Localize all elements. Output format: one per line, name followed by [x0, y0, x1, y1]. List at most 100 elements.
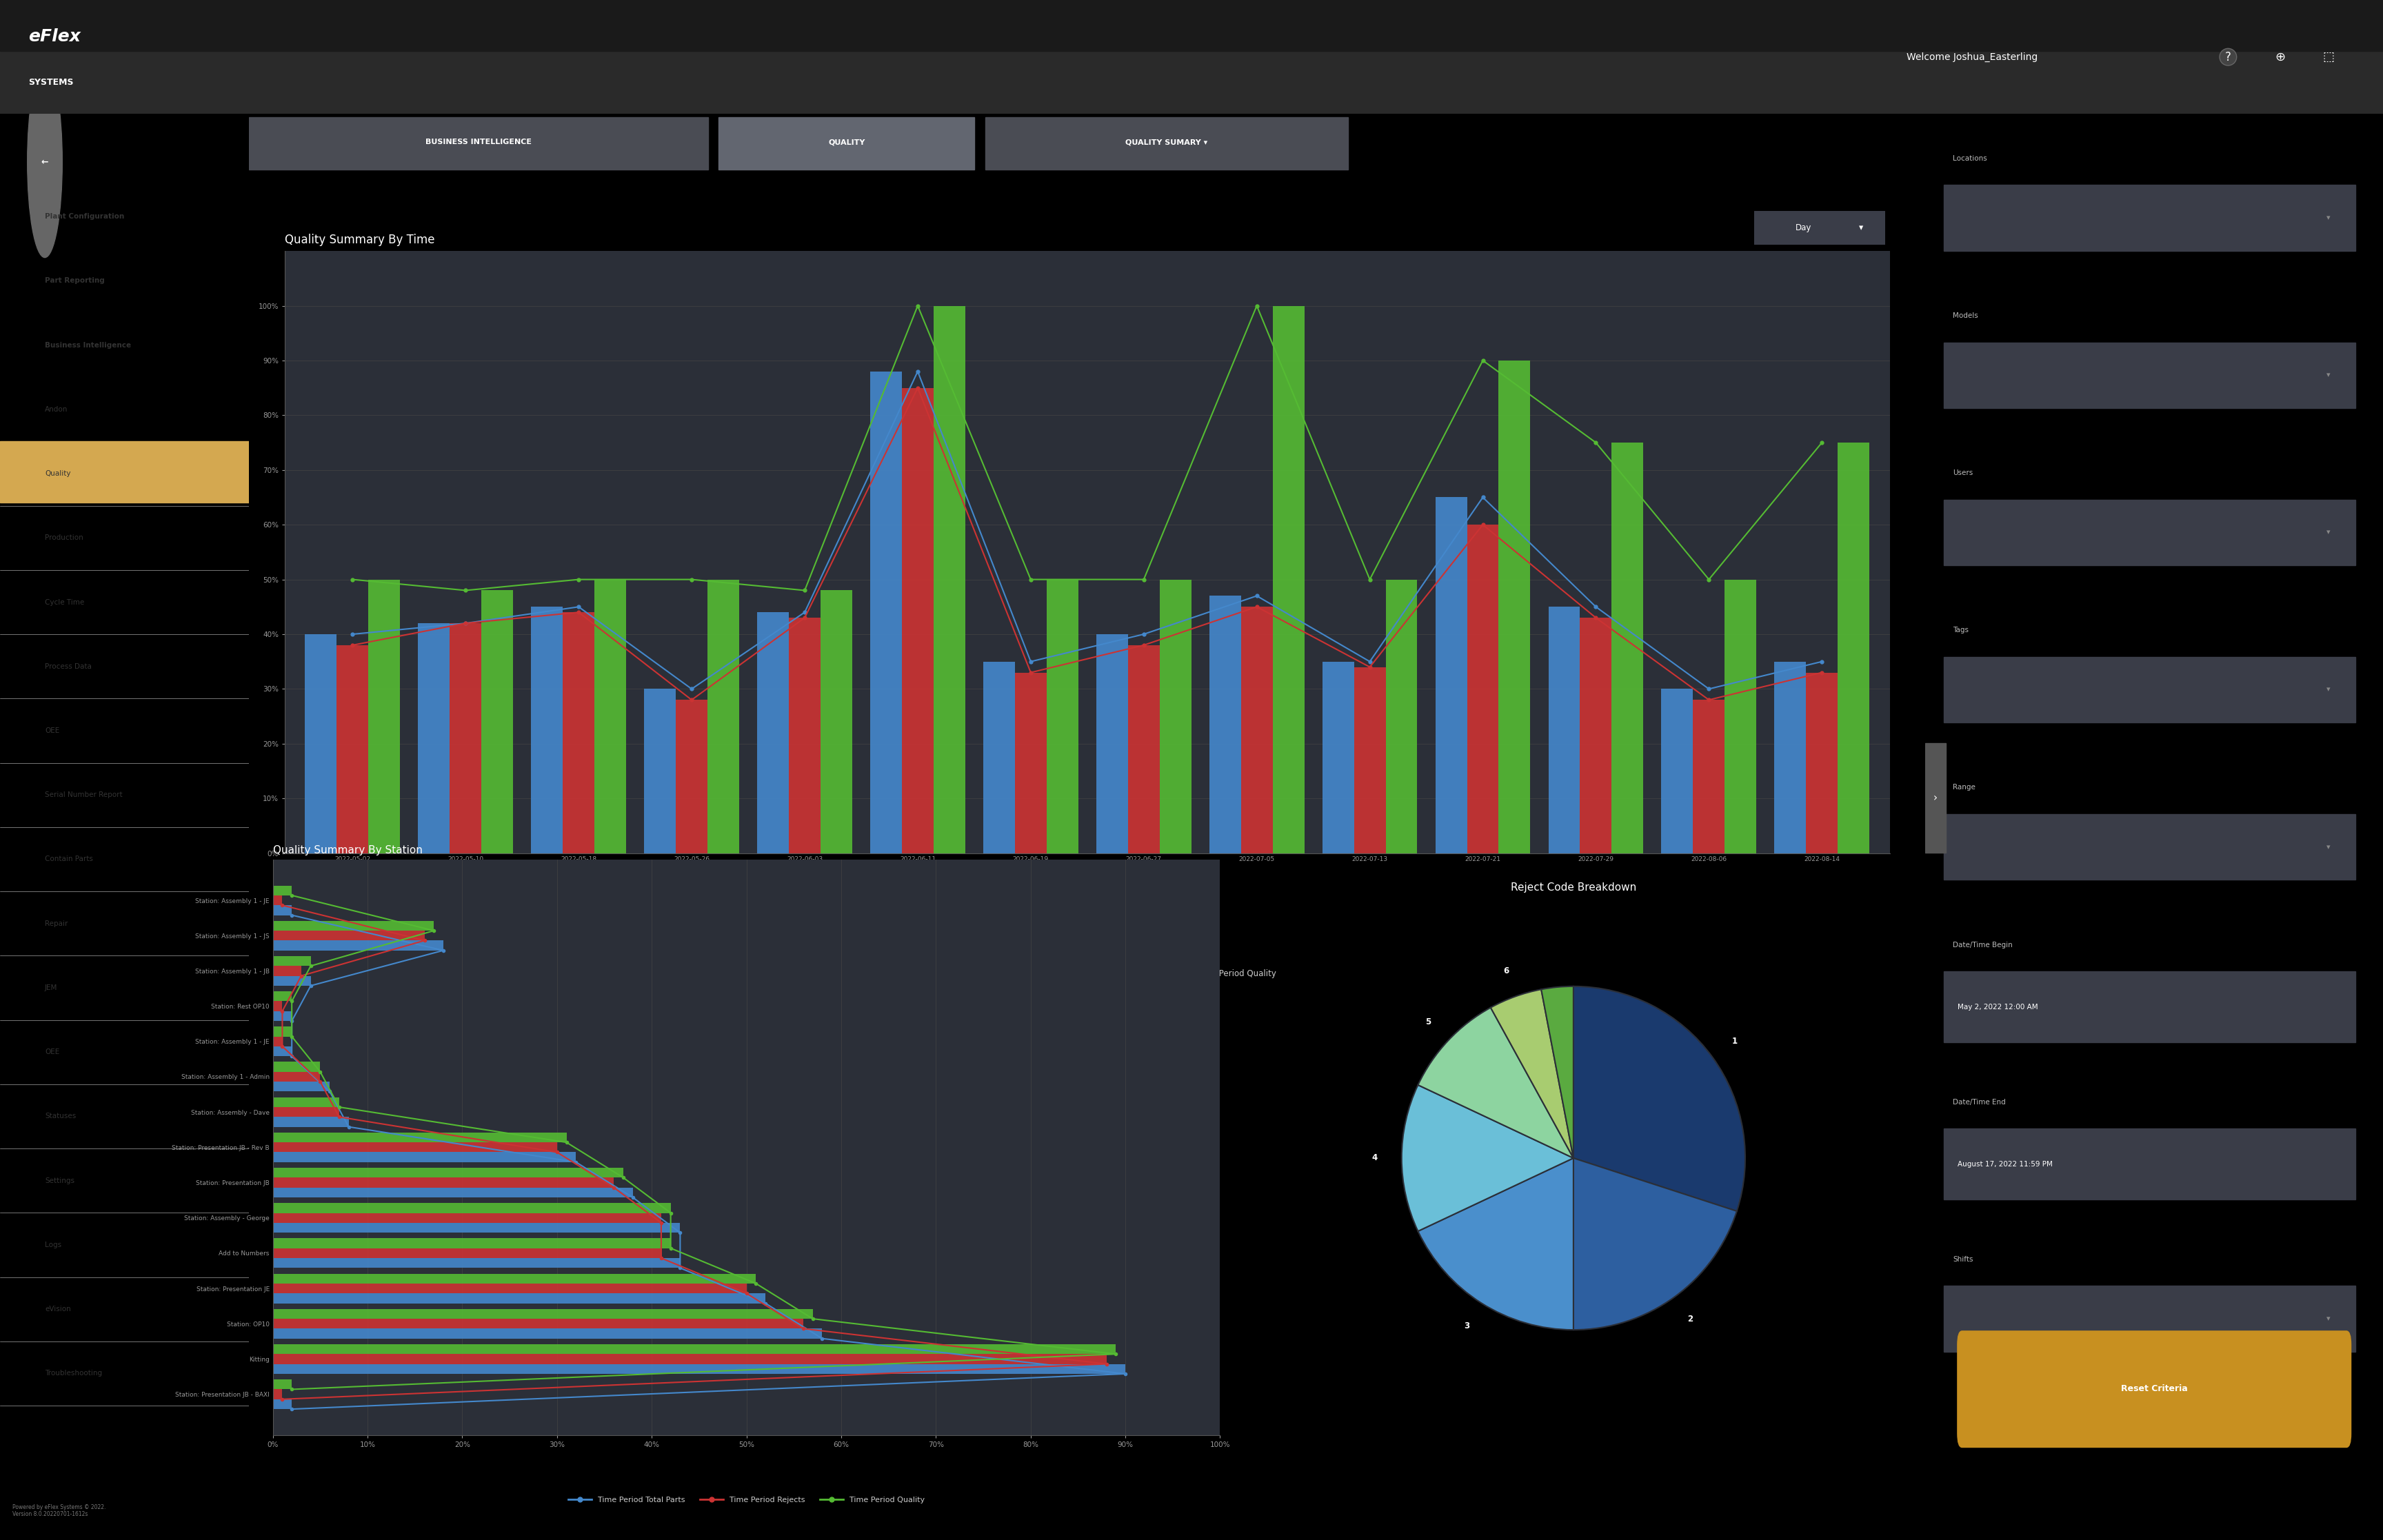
Bar — [1692, 699, 1725, 853]
Bar — [272, 1203, 670, 1214]
Bar — [1127, 645, 1161, 853]
Bar — [248, 117, 708, 169]
Bar — [305, 634, 336, 853]
Title: Reject Code Breakdown: Reject Code Breakdown — [1511, 882, 1637, 893]
Text: 4: 4 — [1373, 1153, 1377, 1163]
Bar — [1611, 442, 1644, 853]
Bar — [1945, 972, 2354, 1043]
Bar — [1661, 688, 1692, 853]
Bar — [272, 1143, 558, 1152]
Text: Serial Number Report: Serial Number Report — [45, 792, 122, 798]
Text: Locations: Locations — [1954, 156, 1987, 162]
Text: ⬚: ⬚ — [2323, 51, 2333, 63]
Text: ▾: ▾ — [2326, 844, 2331, 850]
Text: Process Data: Process Data — [45, 664, 91, 670]
Text: ▾: ▾ — [2326, 528, 2331, 536]
Bar — [1945, 342, 2354, 408]
Bar — [272, 992, 291, 1001]
Bar — [984, 117, 1349, 169]
Bar — [934, 306, 965, 853]
Text: 1: 1 — [1732, 1036, 1737, 1046]
Text: QUALITY: QUALITY — [829, 139, 865, 145]
Bar — [1925, 742, 1947, 853]
FancyBboxPatch shape — [1956, 1331, 2352, 1448]
Bar — [1015, 673, 1046, 853]
Bar — [1208, 596, 1242, 853]
Bar — [272, 1274, 755, 1283]
Legend: Time Period Total Parts, Time Period Rejects, Time Period Quality: Time Period Total Parts, Time Period Rej… — [896, 966, 1280, 981]
Text: Production: Production — [45, 534, 83, 542]
Legend: Time Period Total Parts, Time Period Rejects, Time Period Quality: Time Period Total Parts, Time Period Rej… — [565, 1494, 927, 1506]
Wedge shape — [1401, 1086, 1573, 1230]
Text: OEE: OEE — [45, 727, 60, 735]
Text: ▾: ▾ — [2326, 1315, 2331, 1323]
Bar — [272, 966, 300, 976]
Text: Reset Criteria: Reset Criteria — [2121, 1384, 2188, 1394]
Bar — [417, 624, 450, 853]
Bar — [1945, 658, 2354, 722]
Bar — [272, 930, 424, 941]
Bar — [272, 976, 310, 986]
Bar — [272, 1107, 338, 1116]
Bar — [272, 1036, 281, 1046]
Text: SYSTEMS: SYSTEMS — [29, 77, 74, 86]
Bar — [1385, 579, 1418, 853]
Bar — [272, 1116, 348, 1127]
Bar — [272, 1309, 813, 1318]
Bar — [272, 1167, 624, 1178]
Bar — [272, 1380, 291, 1389]
Bar — [272, 1318, 803, 1329]
Text: ▾: ▾ — [1859, 223, 1864, 233]
Bar — [272, 1001, 281, 1012]
Text: ?: ? — [2226, 51, 2230, 63]
Bar — [984, 662, 1015, 853]
Bar — [272, 1187, 634, 1198]
Bar — [1161, 579, 1192, 853]
Bar — [272, 1344, 1115, 1354]
Wedge shape — [1492, 989, 1573, 1158]
Bar — [0, 0, 2383, 51]
Bar — [272, 1072, 319, 1081]
Bar — [272, 1258, 679, 1267]
Bar — [1945, 1129, 2354, 1200]
Bar — [1775, 662, 1806, 853]
Text: Andon: Andon — [45, 407, 67, 413]
Bar — [531, 607, 562, 853]
Text: Welcome Joshua_Easterling: Welcome Joshua_Easterling — [1906, 52, 2037, 62]
Bar — [272, 1238, 670, 1249]
Text: Repair: Repair — [45, 919, 67, 927]
Bar — [272, 921, 434, 930]
Text: eVision: eVision — [45, 1306, 71, 1312]
Bar — [336, 645, 369, 853]
Bar — [369, 579, 400, 853]
Text: Settings: Settings — [45, 1177, 74, 1184]
Text: May 2, 2022 12:00 AM: May 2, 2022 12:00 AM — [1956, 1004, 2037, 1010]
Text: Tags: Tags — [1954, 627, 1968, 633]
Wedge shape — [1418, 1158, 1573, 1331]
Text: Range: Range — [1954, 784, 1976, 792]
Bar — [720, 117, 975, 169]
Text: ›: › — [1933, 793, 1937, 802]
Text: ▾: ▾ — [2326, 371, 2331, 379]
Bar — [1549, 607, 1580, 853]
Bar — [272, 1223, 679, 1232]
Text: JEM: JEM — [45, 984, 57, 992]
Text: Date/Time End: Date/Time End — [1954, 1098, 2006, 1106]
Bar — [272, 895, 281, 906]
Text: Contain Parts: Contain Parts — [45, 856, 93, 862]
Text: eFlex: eFlex — [29, 28, 81, 45]
Bar — [1354, 667, 1385, 853]
Bar — [1945, 185, 2354, 251]
Bar — [1499, 360, 1530, 853]
Bar — [593, 579, 627, 853]
Bar — [643, 688, 677, 853]
Bar — [0, 442, 248, 502]
Bar — [758, 613, 789, 853]
Bar — [820, 590, 853, 853]
Text: Troubleshooting: Troubleshooting — [45, 1371, 102, 1377]
Text: Date/Time Begin: Date/Time Begin — [1954, 941, 2014, 949]
Bar — [272, 906, 291, 915]
Text: ⊕: ⊕ — [2276, 51, 2285, 63]
Bar — [870, 371, 901, 853]
Bar — [272, 1096, 338, 1107]
